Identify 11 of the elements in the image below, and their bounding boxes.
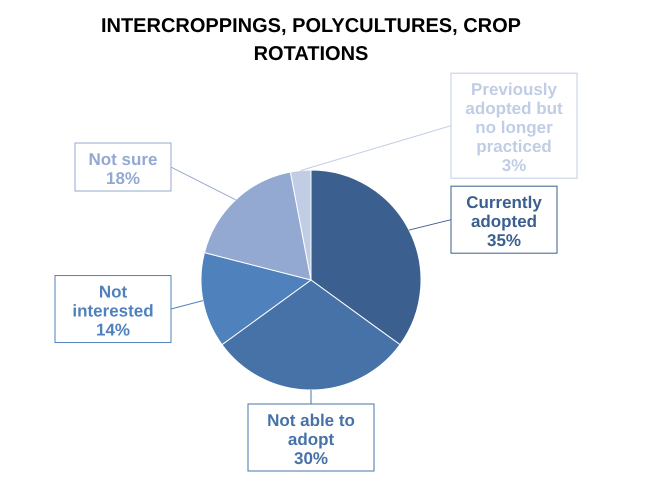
slice-label: Previously adopted but no longer practiced (465, 80, 563, 156)
slice-label: Not sure (88, 150, 158, 170)
chart-title: INTERCROPPINGS, POLYCULTURES, CROP ROTATIONS (100, 14, 522, 67)
data-label: 35% (486, 231, 522, 250)
slice-label: Not interested (72, 282, 154, 321)
slice-label: Currently adopted (466, 193, 542, 232)
data-label: 18% (106, 169, 140, 188)
data-label: 14% (96, 320, 130, 340)
data-label: 3% (502, 156, 526, 176)
data-label: 30% (294, 449, 328, 468)
slice-label: Not able to adopt (267, 411, 355, 449)
